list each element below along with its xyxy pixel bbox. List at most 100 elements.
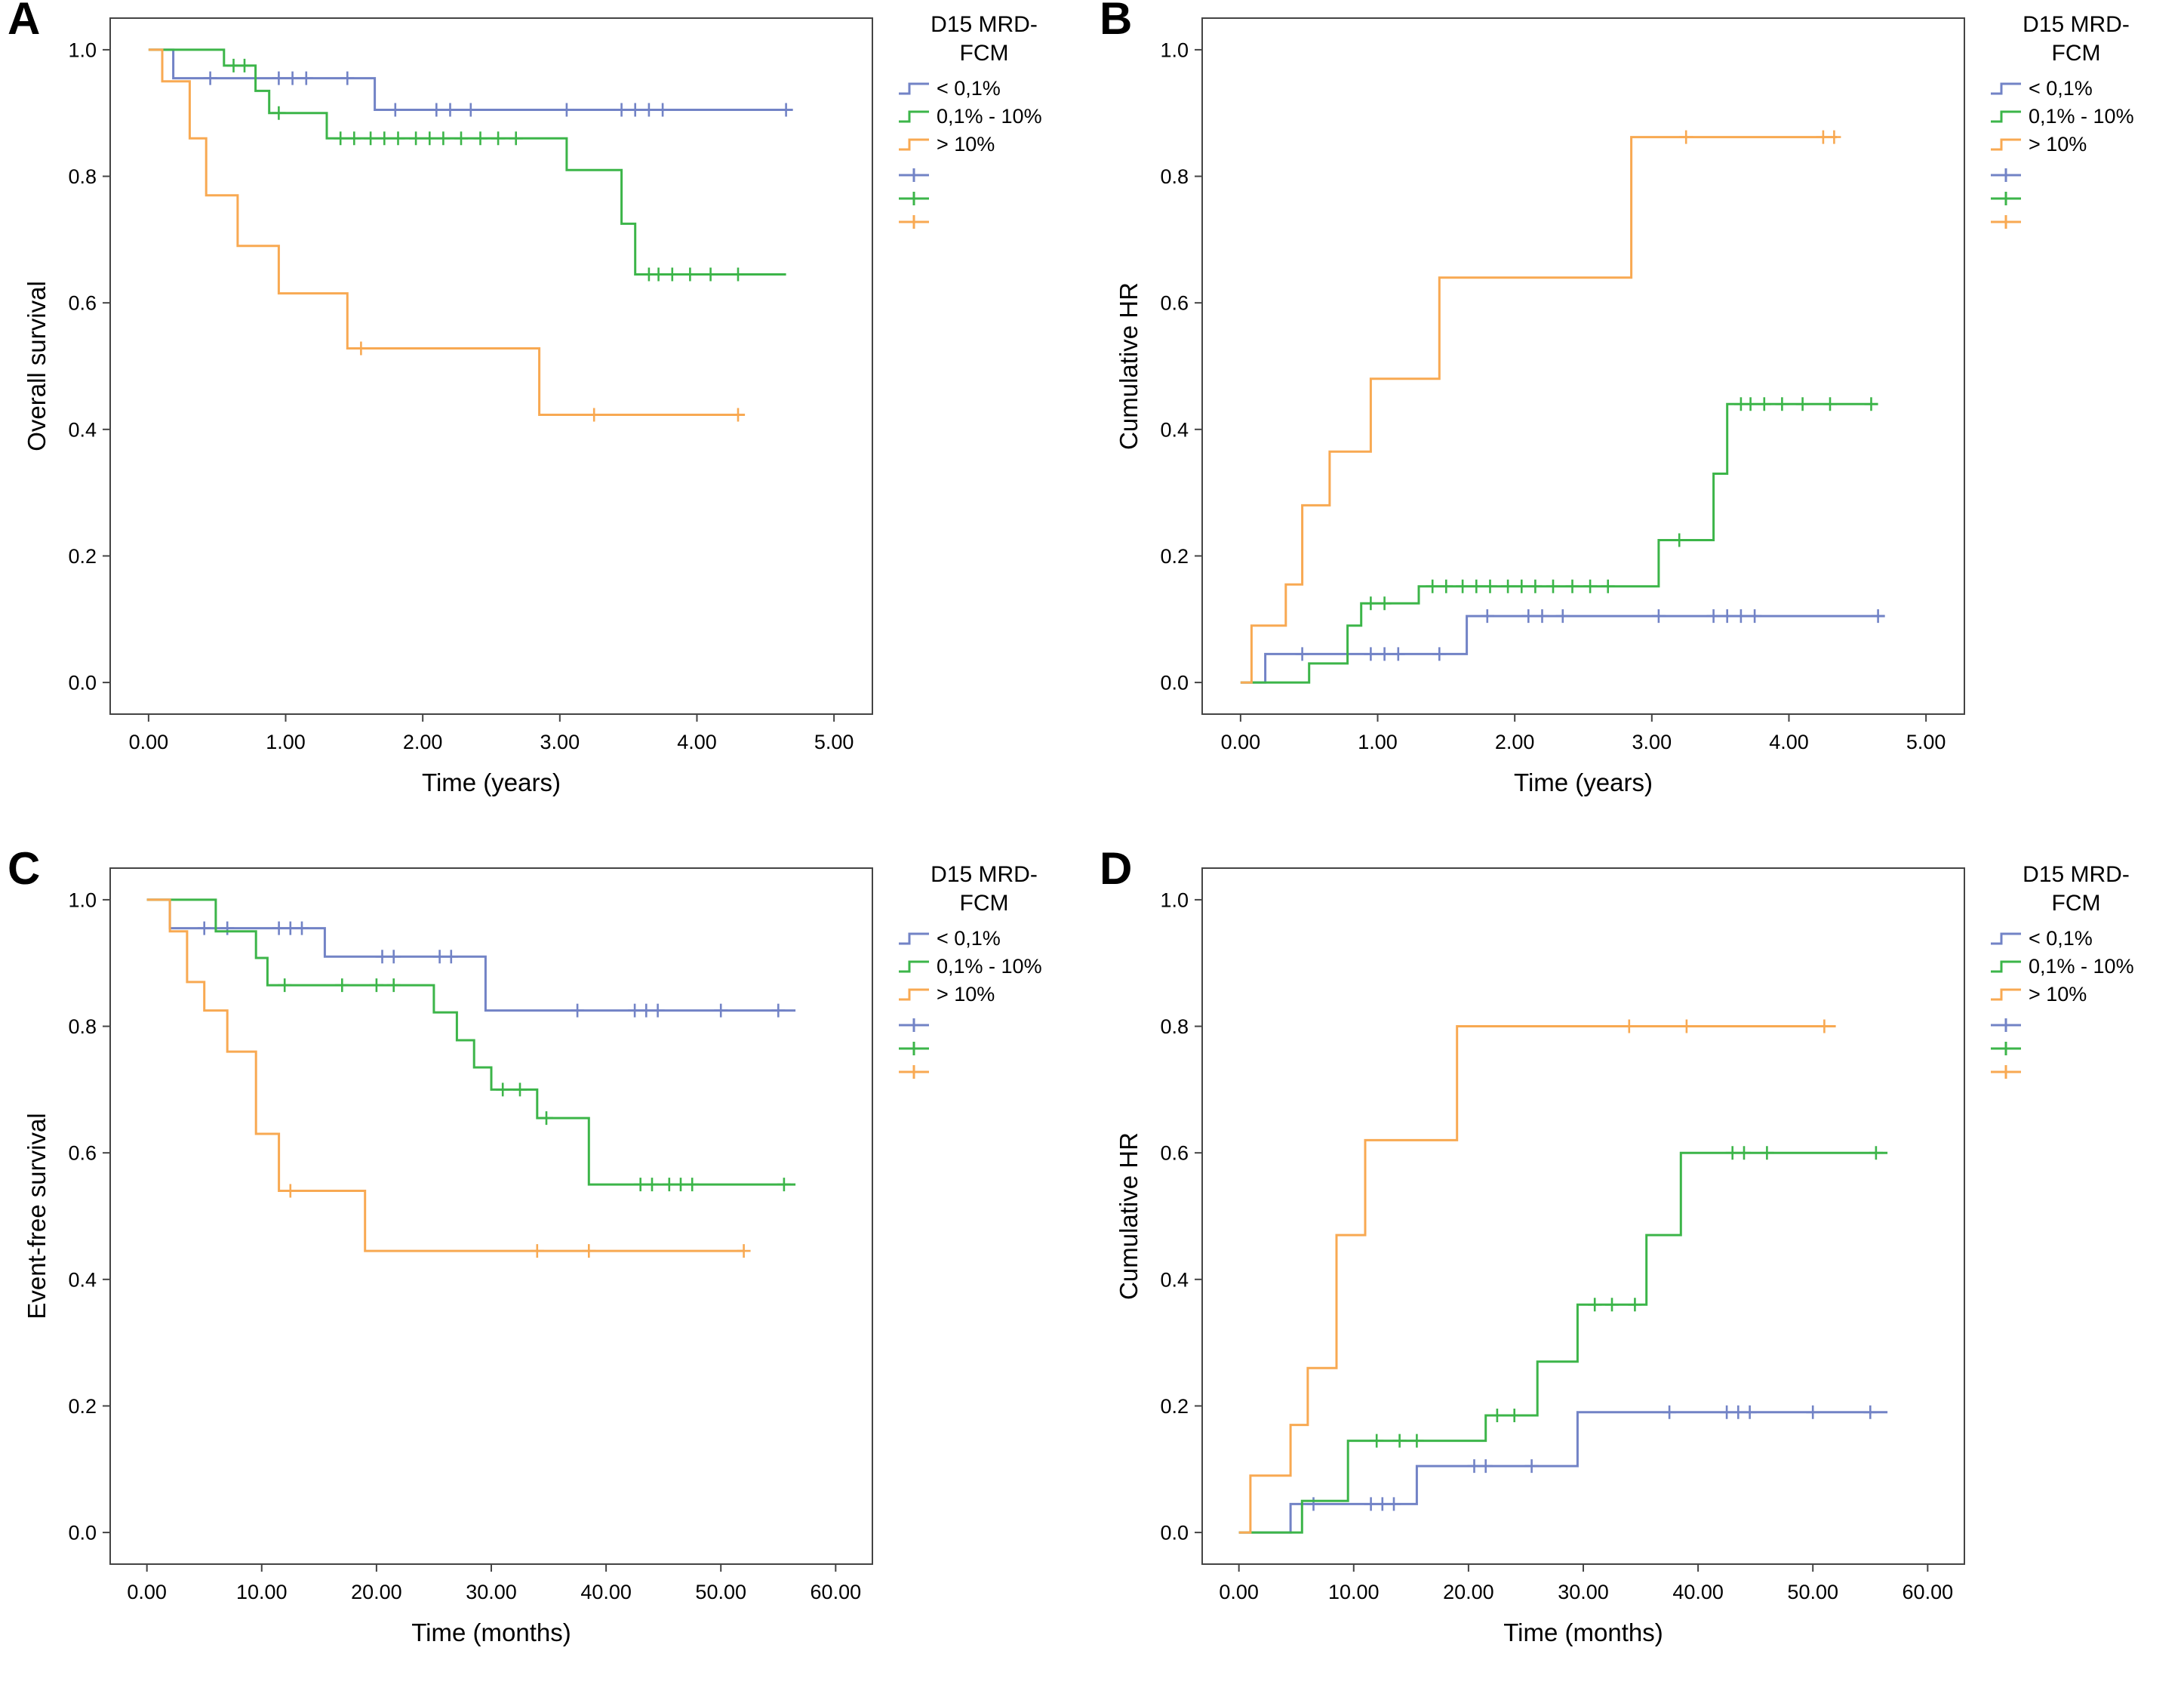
x-axis: 0.00 1.00 2.00 3.00 4.00 5.00 (1221, 714, 1946, 753)
y-axis-label: Cumulative HR (1115, 1132, 1143, 1300)
legend-item: 0,1% - 10% (897, 953, 1090, 981)
series (1240, 130, 1841, 684)
x-tick-label: 5.00 (1906, 731, 1946, 753)
x-axis-label: Time (months) (1503, 1618, 1663, 1646)
legend-line-symbol (899, 960, 929, 972)
y-axis-label: Cumulative HR (1115, 282, 1143, 450)
x-tick-label: 40.00 (1672, 1581, 1724, 1603)
legend-censored-item (1989, 1036, 2182, 1060)
plot-border (109, 867, 873, 1565)
legend-line (1991, 932, 2021, 944)
panel-d: D 0.00 10.00 20.00 30.00 40.00 50.00 60.00 0.0 0… (1092, 843, 2184, 1700)
series-line (146, 898, 796, 1186)
censor-marks (197, 921, 786, 1018)
legend-item: < 0,1% (1989, 75, 2182, 103)
y-tick-label: 0.2 (1160, 545, 1189, 568)
legend-item: > 10% (897, 981, 1090, 1009)
series (148, 48, 786, 282)
cumulative-hr-months-chart: 0.00 10.00 20.00 30.00 40.00 50.00 60.00 0.0 0.2… (1115, 867, 1965, 1646)
y-tick-label: 0.4 (1160, 418, 1189, 441)
y-axis-label: Event-free survival (23, 1113, 51, 1319)
x-tick-label: 0.00 (127, 1581, 167, 1603)
y-tick-label: 0.4 (68, 418, 97, 441)
legend-line-symbol (899, 932, 929, 944)
y-tick-label: 0.6 (68, 1142, 97, 1165)
legend-item-label: > 10% (937, 983, 995, 1006)
legend-censor-plus (899, 168, 929, 182)
panel-letter: A (8, 0, 41, 44)
panel-letter: D (1100, 843, 1133, 894)
censor-marks (1679, 130, 1841, 144)
legend-line-symbol (899, 82, 929, 94)
series-line (1240, 136, 1838, 684)
x-tick-label: 10.00 (1328, 1581, 1380, 1603)
legend-title: D15 MRD- FCM (931, 862, 1038, 916)
legend-censor-symbol (1991, 1018, 2021, 1032)
x-axis-label: Time (years) (1514, 768, 1653, 796)
legend-line (1991, 138, 2021, 150)
x-tick-label: 50.00 (1787, 1581, 1838, 1603)
x-tick-label: 30.00 (1558, 1581, 1609, 1603)
plot-border (1201, 17, 1965, 715)
legend-censor-plus (1991, 1064, 2021, 1079)
legend-line (899, 82, 929, 94)
legend-item-label: < 0,1% (2029, 927, 2093, 950)
legend: D15 MRD- FCM < 0,1% 0,1% - 10% > 10% (1989, 11, 2182, 233)
x-tick-label: 0.00 (1221, 731, 1261, 753)
x-tick-label: 10.00 (236, 1581, 288, 1603)
y-tick-label: 0.0 (68, 672, 97, 694)
y-axis: 0.0 0.2 0.4 0.6 0.8 1.0 (68, 888, 110, 1544)
y-tick-label: 0.6 (1160, 1142, 1189, 1165)
legend-line (899, 110, 929, 122)
series (1238, 1405, 1888, 1534)
y-tick-label: 0.0 (1160, 672, 1189, 694)
x-tick-label: 30.00 (466, 1581, 517, 1603)
event-free-survival-chart: 0.00 10.00 20.00 30.00 40.00 50.00 60.00 0.0 0.2… (23, 867, 873, 1646)
legend-censor-symbol (1991, 214, 2021, 229)
y-tick-label: 1.0 (68, 888, 97, 911)
legend-censor-plus (899, 1064, 929, 1079)
panel-c: C 0.00 10.00 20.00 30.00 40.00 50.00 60.00 0.0 0… (0, 843, 1092, 1700)
x-axis-label: Time (months) (411, 1618, 571, 1646)
legend-line (1991, 82, 2021, 94)
legend: D15 MRD- FCM < 0,1% 0,1% - 10% > 10% (897, 11, 1090, 233)
series (1238, 1146, 1888, 1534)
series (1238, 1019, 1836, 1534)
overall-survival-chart: 0.00 1.00 2.00 3.00 4.00 5.00 0.0 0.2 0.4 0.6 0.8 1… (23, 17, 873, 796)
y-axis: 0.0 0.2 0.4 0.6 0.8 1.0 (1160, 888, 1202, 1544)
y-tick-label: 0.8 (1160, 1015, 1189, 1038)
y-tick-label: 0.6 (1160, 292, 1189, 315)
plot-border (1201, 867, 1965, 1565)
legend-censored-item (897, 1013, 1090, 1036)
y-tick-label: 0.2 (68, 545, 97, 568)
series-line (1240, 402, 1878, 684)
censor-marks (1622, 1019, 1832, 1033)
y-axis-label: Overall survival (23, 281, 51, 451)
legend-censored-item (1989, 1060, 2182, 1083)
legend-line-symbol (899, 138, 929, 150)
series (146, 898, 796, 1192)
legend-censor-plus (1991, 214, 2021, 229)
x-tick-label: 3.00 (540, 731, 580, 753)
censor-marks (283, 1184, 751, 1258)
legend-censor-symbol (899, 1064, 929, 1079)
y-tick-label: 0.4 (1160, 1268, 1189, 1291)
legend-censored-item (897, 163, 1090, 186)
legend-censor-symbol (1991, 1041, 2021, 1055)
x-tick-label: 5.00 (814, 731, 854, 753)
x-axis: 0.00 10.00 20.00 30.00 40.00 50.00 60.00 (127, 1564, 861, 1603)
x-tick-label: 2.00 (1495, 731, 1535, 753)
legend-line (1991, 960, 2021, 972)
legend-item: 0,1% - 10% (1989, 953, 2182, 981)
legend-title: D15 MRD- FCM (2023, 862, 2130, 916)
legend-censored-group (1989, 163, 2182, 233)
x-axis-label: Time (years) (422, 768, 561, 796)
legend-item: < 0,1% (1989, 925, 2182, 953)
x-tick-label: 0.00 (1219, 1581, 1259, 1603)
legend-line (899, 932, 929, 944)
legend-item: 0,1% - 10% (897, 103, 1090, 131)
legend-line-symbol (1991, 138, 2021, 150)
censor-marks (354, 341, 745, 422)
x-tick-label: 60.00 (811, 1581, 862, 1603)
